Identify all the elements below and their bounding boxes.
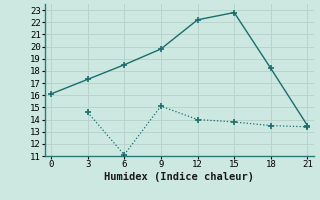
X-axis label: Humidex (Indice chaleur): Humidex (Indice chaleur) [104,172,254,182]
